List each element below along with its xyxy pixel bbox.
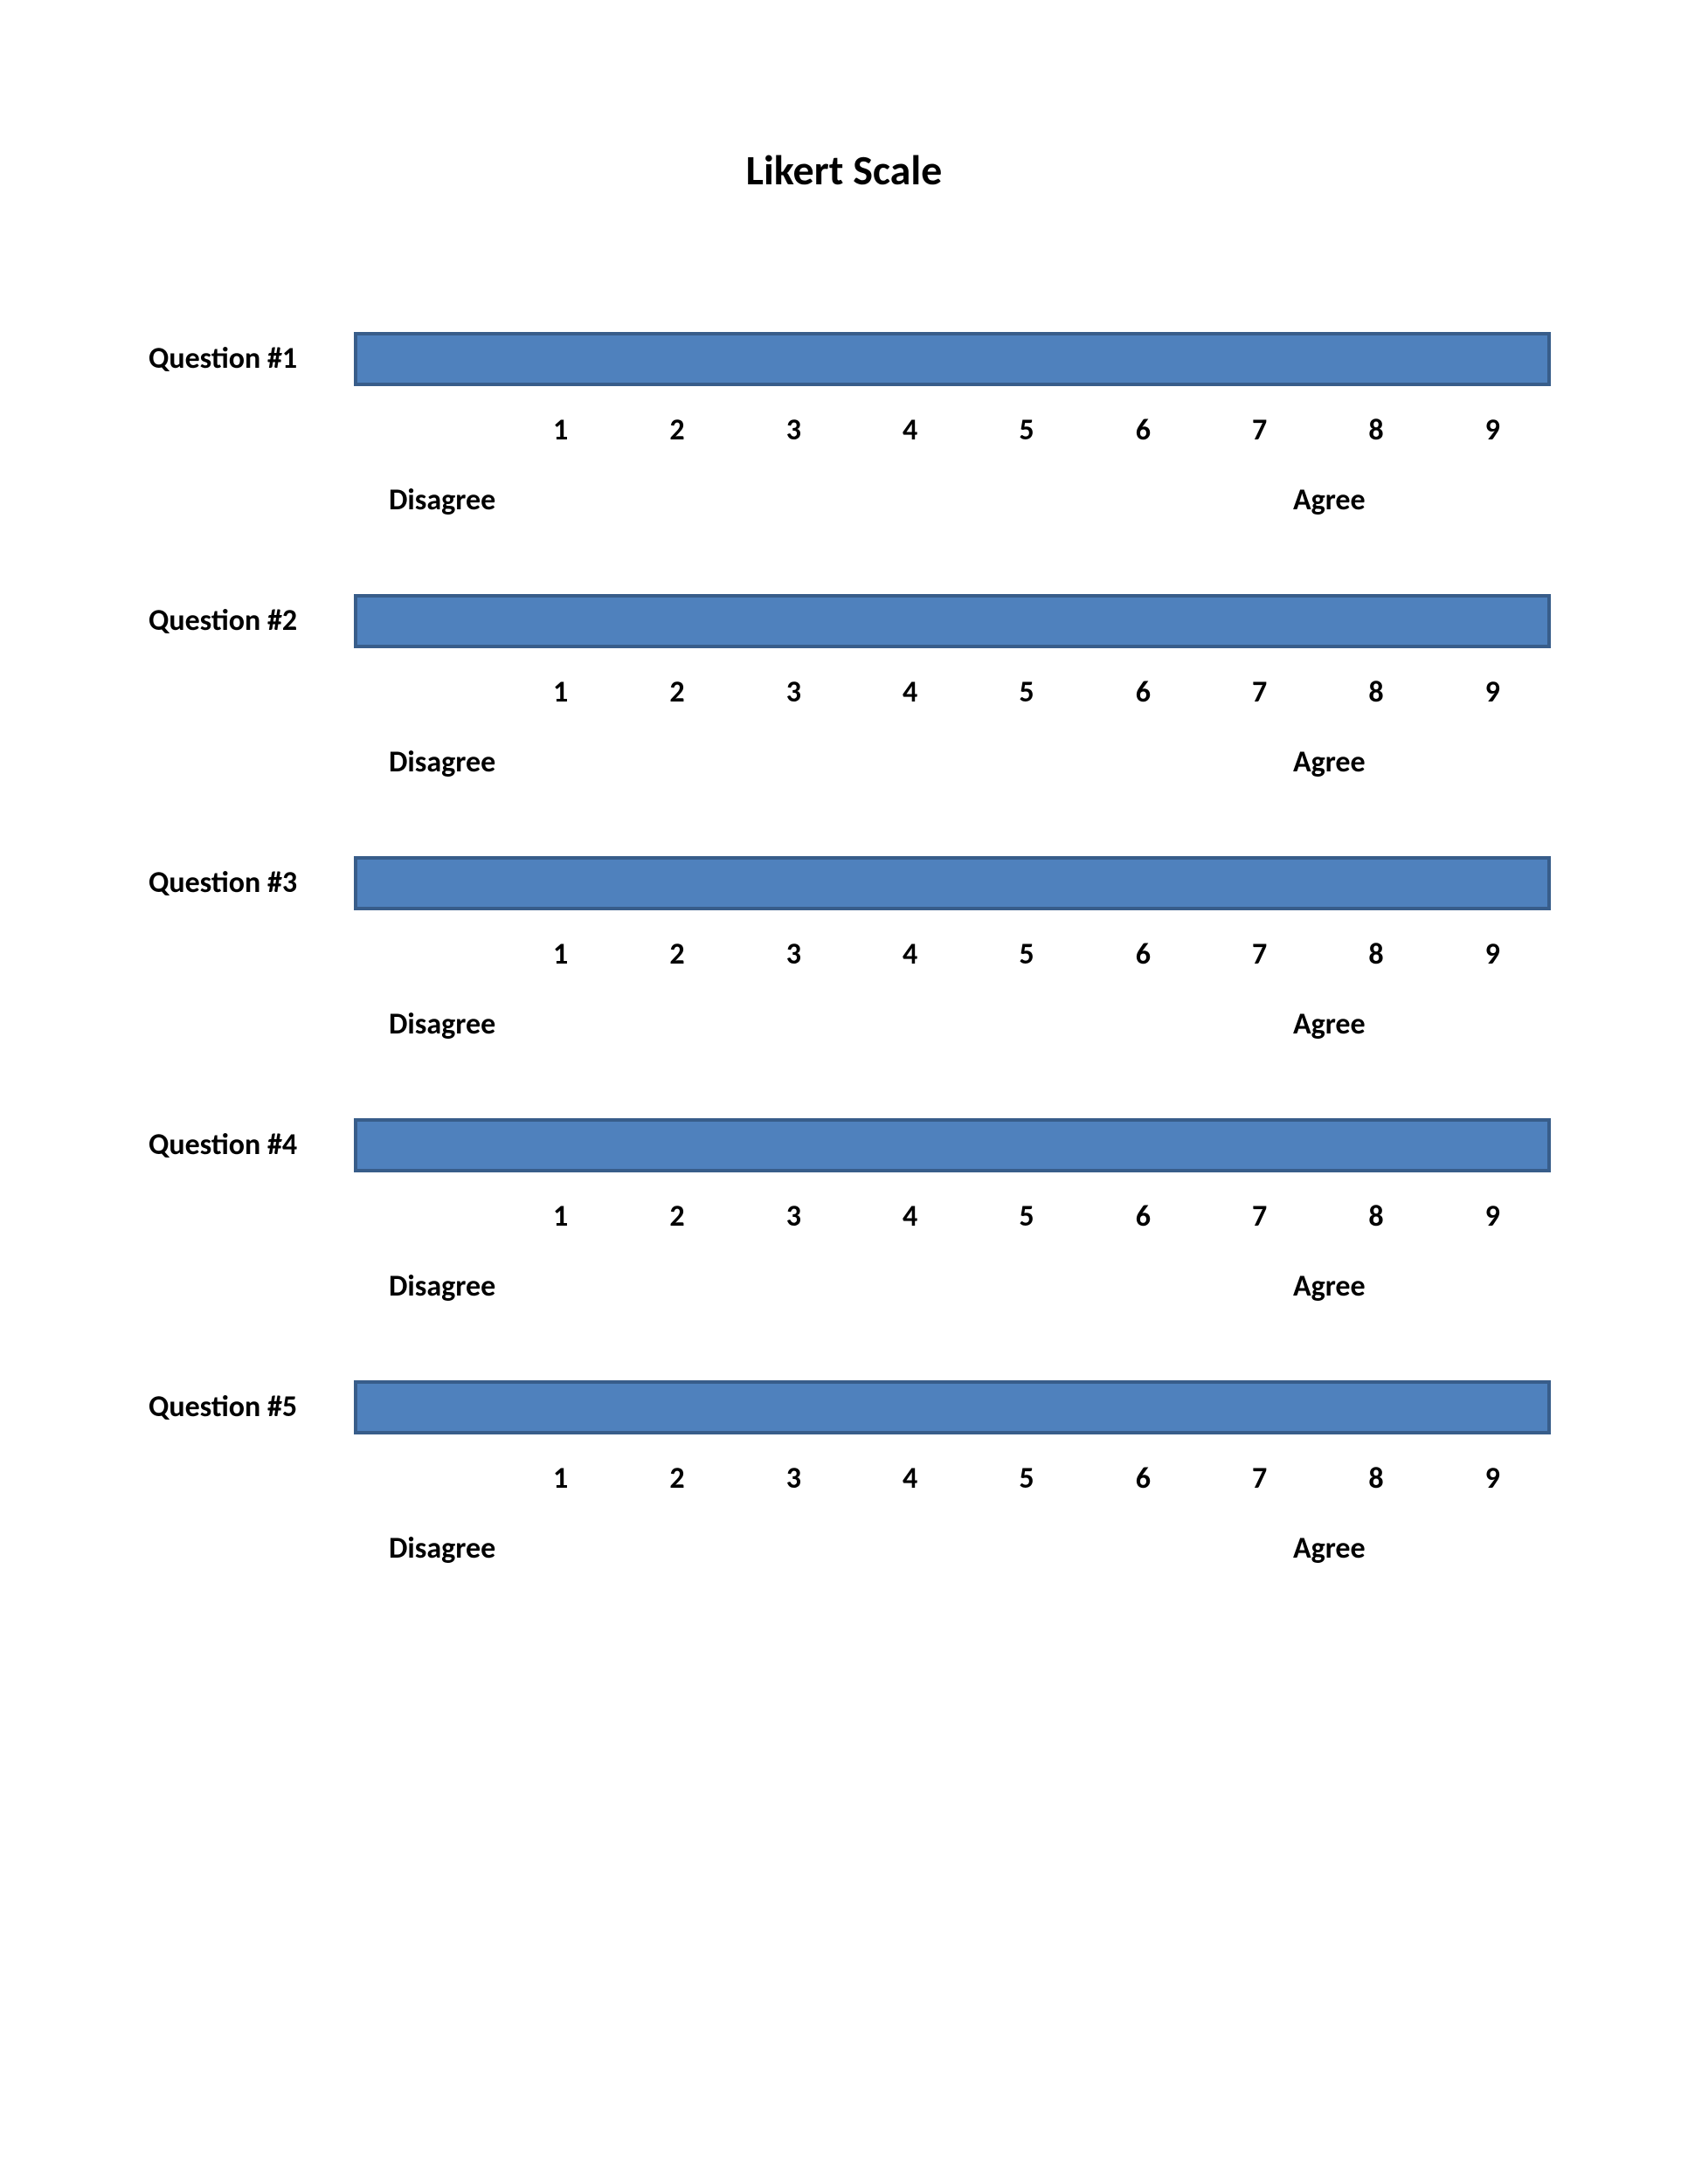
scale-number: 9 [1435, 936, 1551, 972]
scale-number: 5 [968, 674, 1084, 710]
scale-number: 1 [502, 1461, 619, 1496]
anchor-disagree: Disagree [389, 1006, 495, 1042]
anchor-agree: Agree [1293, 744, 1366, 780]
anchor-agree: Agree [1293, 1006, 1366, 1042]
scale-number: 5 [968, 412, 1084, 448]
scale-number: 8 [1318, 1461, 1434, 1496]
scale-numbers: 1 2 3 4 5 6 7 8 9 [354, 936, 1551, 972]
page: Likert Scale Question #1 1 2 3 4 5 6 7 8… [0, 0, 1688, 2184]
question-label: Question #3 [149, 865, 297, 901]
question-row: Question #4 1 2 3 4 5 6 7 8 9 Disagree A… [149, 1118, 1555, 1380]
scale-number: 7 [1201, 1461, 1318, 1496]
number-leading-gap [354, 1199, 502, 1234]
anchor-disagree: Disagree [389, 1531, 495, 1566]
scale-bar [354, 332, 1551, 386]
scale-bar [354, 594, 1551, 648]
anchor-disagree: Disagree [389, 482, 495, 518]
question-label: Question #4 [149, 1127, 297, 1163]
scale-number: 8 [1318, 1199, 1434, 1234]
question-row: Question #1 1 2 3 4 5 6 7 8 9 Disagree A… [149, 332, 1555, 594]
scale-numbers: 1 2 3 4 5 6 7 8 9 [354, 674, 1551, 710]
scale-number: 7 [1201, 674, 1318, 710]
scale-number: 3 [736, 1199, 852, 1234]
scale-number: 5 [968, 1461, 1084, 1496]
question-row: Question #5 1 2 3 4 5 6 7 8 9 Disagree A… [149, 1380, 1555, 1642]
question-row: Question #3 1 2 3 4 5 6 7 8 9 Disagree A… [149, 856, 1555, 1118]
anchor-agree: Agree [1293, 1268, 1366, 1304]
question-row: Question #2 1 2 3 4 5 6 7 8 9 Disagree A… [149, 594, 1555, 856]
scale-number: 8 [1318, 674, 1434, 710]
scale-number: 9 [1435, 1461, 1551, 1496]
scale-number: 3 [736, 936, 852, 972]
anchor-agree: Agree [1293, 482, 1366, 518]
scale-numbers: 1 2 3 4 5 6 7 8 9 [354, 412, 1551, 448]
scale-number: 9 [1435, 412, 1551, 448]
scale-bar [354, 856, 1551, 910]
scale-number: 4 [852, 412, 968, 448]
scale-number: 2 [619, 412, 735, 448]
scale-number: 4 [852, 1199, 968, 1234]
question-label: Question #5 [149, 1389, 297, 1425]
number-leading-gap [354, 412, 502, 448]
anchor-labels: Disagree Agree [354, 744, 1551, 779]
anchor-labels: Disagree Agree [354, 1006, 1551, 1041]
scale-number: 4 [852, 674, 968, 710]
scale-number: 6 [1085, 674, 1201, 710]
scale-number: 3 [736, 674, 852, 710]
scale-number: 3 [736, 412, 852, 448]
questions-container: Question #1 1 2 3 4 5 6 7 8 9 Disagree A… [149, 332, 1555, 1642]
page-title: Likert Scale [0, 144, 1688, 196]
scale-number: 9 [1435, 1199, 1551, 1234]
scale-numbers: 1 2 3 4 5 6 7 8 9 [354, 1461, 1551, 1496]
question-label: Question #1 [149, 341, 297, 377]
scale-number: 6 [1085, 1461, 1201, 1496]
anchor-labels: Disagree Agree [354, 1531, 1551, 1565]
question-label: Question #2 [149, 603, 297, 639]
scale-bar [354, 1380, 1551, 1434]
scale-number: 3 [736, 1461, 852, 1496]
scale-number: 5 [968, 936, 1084, 972]
number-leading-gap [354, 674, 502, 710]
scale-number: 7 [1201, 1199, 1318, 1234]
anchor-labels: Disagree Agree [354, 482, 1551, 517]
scale-number: 1 [502, 936, 619, 972]
scale-number: 2 [619, 674, 735, 710]
scale-number: 4 [852, 1461, 968, 1496]
scale-number: 1 [502, 1199, 619, 1234]
scale-number: 1 [502, 674, 619, 710]
scale-number: 9 [1435, 674, 1551, 710]
scale-number: 7 [1201, 412, 1318, 448]
scale-number: 8 [1318, 412, 1434, 448]
scale-number: 2 [619, 1199, 735, 1234]
scale-number: 6 [1085, 936, 1201, 972]
scale-numbers: 1 2 3 4 5 6 7 8 9 [354, 1199, 1551, 1234]
number-leading-gap [354, 1461, 502, 1496]
scale-number: 5 [968, 1199, 1084, 1234]
anchor-disagree: Disagree [389, 744, 495, 780]
anchor-labels: Disagree Agree [354, 1268, 1551, 1303]
scale-number: 6 [1085, 412, 1201, 448]
scale-number: 8 [1318, 936, 1434, 972]
anchor-agree: Agree [1293, 1531, 1366, 1566]
scale-number: 2 [619, 1461, 735, 1496]
scale-number: 4 [852, 936, 968, 972]
scale-number: 6 [1085, 1199, 1201, 1234]
anchor-disagree: Disagree [389, 1268, 495, 1304]
scale-number: 7 [1201, 936, 1318, 972]
number-leading-gap [354, 936, 502, 972]
scale-number: 2 [619, 936, 735, 972]
scale-bar [354, 1118, 1551, 1172]
scale-number: 1 [502, 412, 619, 448]
